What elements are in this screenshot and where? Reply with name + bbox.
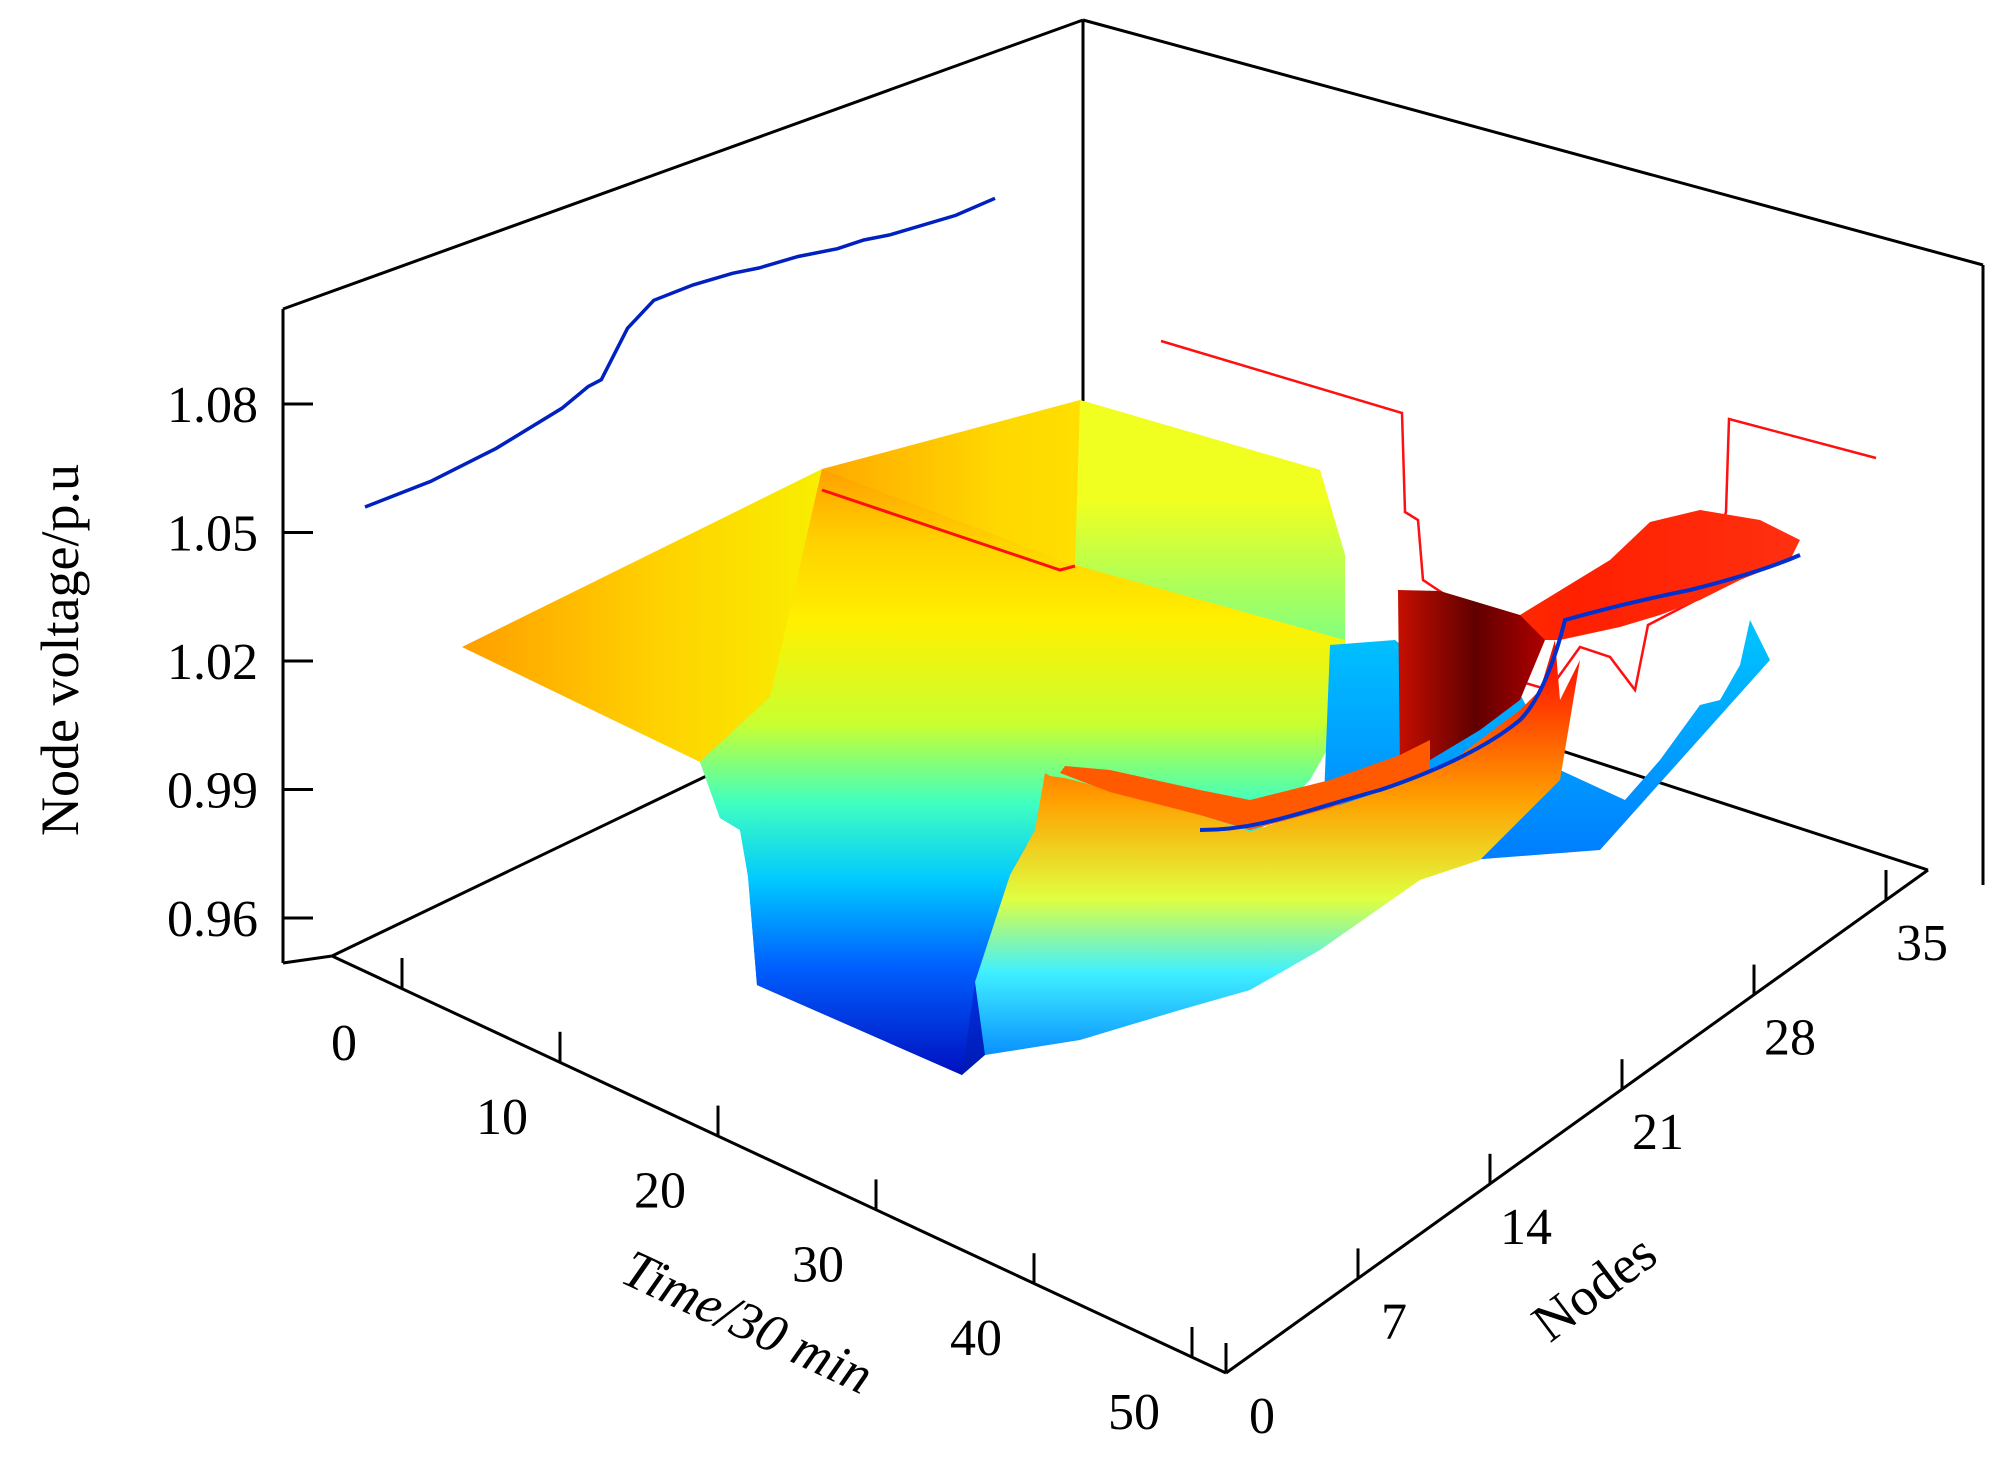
node-tick-label-3: 21 (1632, 1104, 1684, 1161)
time-tick-label-0: 0 (331, 1015, 357, 1072)
node-tick-label-5: 35 (1896, 915, 1948, 972)
time-tick-label-1: 10 (476, 1089, 528, 1146)
voltage-surface (462, 400, 1800, 1075)
voltage-axis-line (282, 954, 333, 965)
series-node-plane-on-surface (1199, 553, 1801, 832)
time-axis-ticks: 0 10 20 30 40 50 (331, 958, 1194, 1441)
time-tick-label-3: 30 (792, 1236, 844, 1293)
voltage-tick-label-0: 0.96 (167, 891, 258, 948)
node-tick-label-1: 7 (1381, 1293, 1407, 1350)
front-axes (282, 868, 1929, 1375)
back-top-right-edge (1082, 18, 1984, 267)
voltage-tick-label-2: 1.02 (167, 634, 258, 691)
time-tick-label-2: 20 (634, 1163, 686, 1220)
time-tick-label-4: 40 (950, 1310, 1002, 1367)
surface-evening-peak (1398, 590, 1560, 770)
surface-evening-front (975, 640, 1580, 1055)
surface-evening-top (1060, 740, 1430, 830)
node-axis-ticks: 0 7 14 21 28 35 (1224, 870, 1948, 1445)
voltage-tick-label-1: 0.99 (167, 763, 258, 820)
voltage-tick-label-3: 1.05 (167, 506, 258, 563)
voltage-tick-label-4: 1.08 (167, 377, 258, 434)
series-time-plane-on-surface (821, 488, 1076, 572)
node-tick-label-2: 14 (1500, 1199, 1552, 1256)
surface-day-front (700, 469, 1085, 1075)
node-tick-label-4: 28 (1764, 1010, 1816, 1067)
time-axis-line (331, 954, 1227, 1375)
series-node-plane-projection (364, 196, 996, 509)
time-tick-label-5: 50 (1108, 1384, 1160, 1441)
back-top-left-edge (282, 18, 1084, 311)
voltage-axis-ticks: 0.96 0.99 1.02 1.05 1.08 (167, 377, 313, 948)
voltage-axis-title: Node voltage/p.u (30, 464, 90, 836)
surface-late-ribbon (1520, 510, 1800, 640)
node-axis-line (1225, 868, 1929, 1375)
node-tick-label-0: 0 (1249, 1388, 1275, 1445)
